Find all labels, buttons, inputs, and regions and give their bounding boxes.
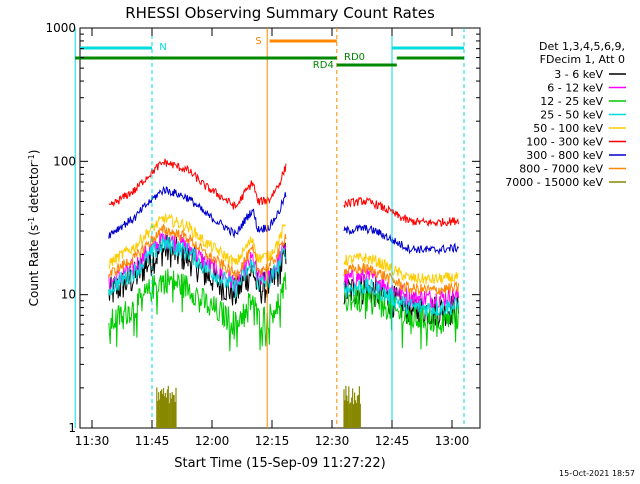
- x-tick-label-1: 11:45: [135, 434, 170, 448]
- x-tick-label-0: 11:30: [75, 434, 110, 448]
- y-axis-label-end: ): [27, 150, 41, 155]
- legend-label-6: 300 - 800 keV: [526, 149, 603, 162]
- series-line-4-b: [343, 252, 459, 285]
- series-line-1-a: [108, 230, 287, 294]
- series-line-3-b: [343, 277, 459, 317]
- x-tick-label-6: 13:00: [435, 434, 470, 448]
- series-line-5-b: [343, 196, 459, 228]
- annotation-0: N: [159, 42, 166, 53]
- plot-area: N S RD0 RD4: [74, 27, 481, 429]
- series-4: [108, 213, 459, 285]
- y-axis-label-text: Count Rate (s: [27, 225, 41, 307]
- series-line-6-b: [343, 224, 459, 256]
- legend-label-4: 50 - 100 keV: [533, 122, 603, 135]
- legend: Det 1,3,4,5,6,9, FDecim 1, Att 0 3 - 6 k…: [505, 40, 626, 189]
- chart-title: RHESSI Observing Summary Count Rates: [125, 4, 435, 22]
- y-axis-label-sup2: -1: [27, 154, 36, 162]
- plot-frame: [79, 27, 481, 429]
- series-8: [156, 385, 361, 428]
- y-axis-ticks: 1 10 100 1000: [45, 21, 480, 435]
- series-line-7-a: [108, 223, 287, 281]
- y-tick-label-3: 1000: [45, 21, 76, 35]
- legend-label-7: 800 - 7000 keV: [519, 163, 603, 176]
- series-line-7-b: [343, 263, 459, 296]
- series-line-2-a: [108, 268, 287, 352]
- legend-label-8: 7000 - 15000 keV: [505, 176, 603, 189]
- series-6: [108, 185, 459, 256]
- series-5: [108, 158, 459, 228]
- series-1: [108, 230, 459, 310]
- series-7: [108, 223, 459, 296]
- series-line-4-a: [108, 213, 287, 270]
- y-tick-label-2: 100: [53, 154, 76, 168]
- y-tick-label-1: 10: [61, 288, 76, 302]
- footer-date: 15-Oct-2021 18:57: [559, 469, 635, 478]
- series-line-1-b: [343, 267, 459, 310]
- y-axis-label-sup1: -1: [27, 217, 36, 225]
- annotation-3: RD4: [313, 60, 334, 71]
- legend-header-line2: FDecim 1, Att 0: [540, 53, 625, 66]
- series-3: [108, 235, 459, 317]
- y-axis-label-mid: detector: [27, 162, 41, 217]
- annotation-1: S: [255, 36, 261, 47]
- legend-header-line1: Det 1,3,4,5,6,9,: [539, 40, 625, 53]
- annotation-2: RD0: [344, 52, 365, 63]
- legend-label-2: 12 - 25 keV: [540, 95, 603, 108]
- x-axis-label: Start Time (15-Sep-09 11:27:22): [174, 456, 385, 471]
- legend-label-1: 6 - 12 keV: [547, 82, 603, 95]
- x-tick-label-4: 12:30: [315, 434, 350, 448]
- x-tick-label-5: 12:45: [375, 434, 410, 448]
- instrument-state-markers: N S RD0 RD4: [74, 28, 465, 428]
- x-axis-ticks: 11:30 11:45 12:00 12:15 12:30 12:45 13:00: [75, 28, 470, 448]
- legend-label-5: 100 - 300 keV: [526, 136, 603, 149]
- series-line-6-a: [108, 185, 287, 239]
- x-tick-label-2: 12:00: [195, 434, 230, 448]
- y-tick-label-0: 1: [68, 421, 76, 435]
- legend-label-0: 3 - 6 keV: [554, 68, 603, 81]
- legend-label-3: 25 - 50 keV: [540, 109, 603, 122]
- y-axis-label: Count Rate (s-1 detector-1): [27, 150, 42, 307]
- series-line-5-a: [108, 158, 287, 210]
- series-line-3-a: [108, 235, 287, 300]
- x-tick-label-3: 12:15: [255, 434, 290, 448]
